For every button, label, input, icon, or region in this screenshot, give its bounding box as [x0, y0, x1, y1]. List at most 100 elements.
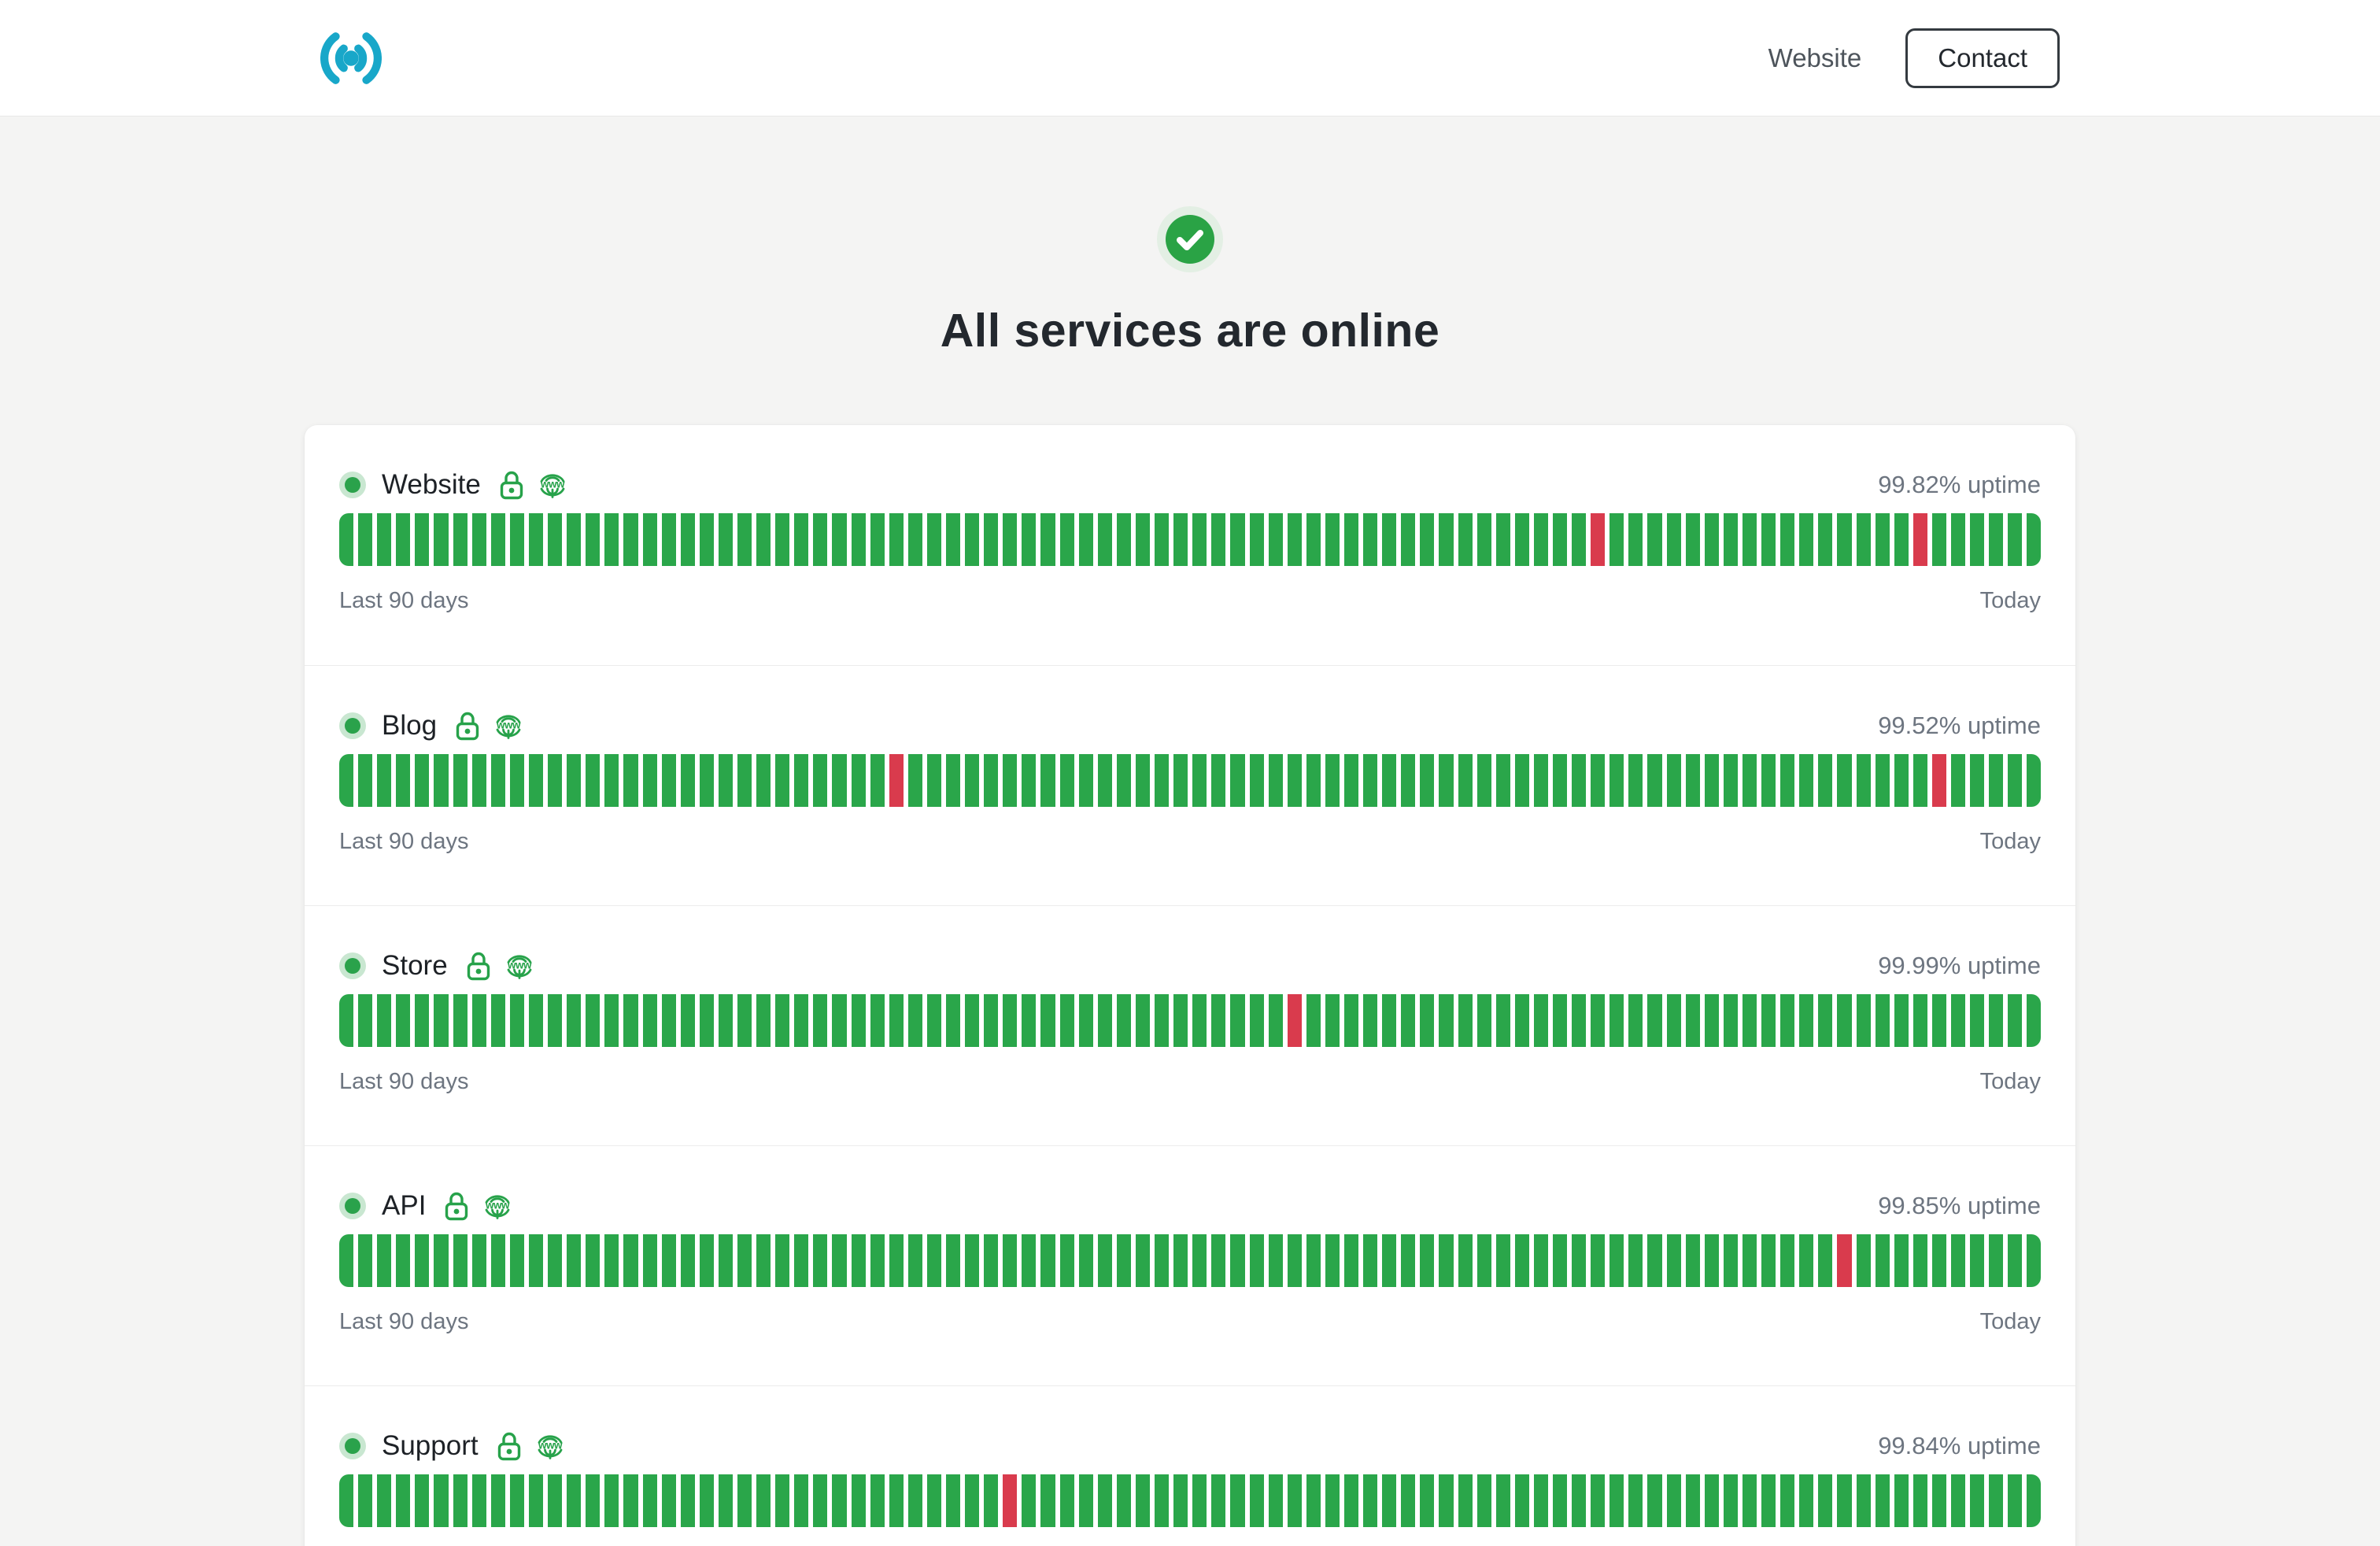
day-segment — [1401, 754, 1416, 807]
day-segment — [358, 754, 373, 807]
day-segment — [1723, 754, 1738, 807]
day-segment — [889, 513, 904, 566]
day-segment — [567, 994, 582, 1047]
day-segment — [1913, 1234, 1927, 1287]
day-segment — [1685, 994, 1700, 1047]
day-segment — [1931, 1474, 1946, 1527]
day-segment — [946, 1234, 961, 1287]
day-segment — [1742, 513, 1757, 566]
day-segment — [1856, 754, 1871, 807]
day-segment — [1780, 1474, 1795, 1527]
day-segment — [490, 1234, 505, 1287]
day-segment — [339, 513, 354, 566]
day-segment — [1723, 513, 1738, 566]
day-segment — [1343, 1474, 1359, 1527]
day-segment — [1173, 513, 1188, 566]
day-segment — [1022, 754, 1037, 807]
day-segment — [1913, 754, 1927, 807]
day-segment — [699, 754, 714, 807]
uptime-value: 99.84% uptime — [1878, 1432, 2041, 1459]
day-segment — [1116, 754, 1131, 807]
day-segment — [1439, 1234, 1454, 1287]
day-segment — [889, 1234, 904, 1287]
day-segment — [984, 1474, 999, 1527]
day-segment — [509, 1234, 524, 1287]
day-segment — [756, 1234, 771, 1287]
day-segment — [1950, 513, 1966, 566]
day-segment — [1761, 513, 1776, 566]
day-segment — [586, 513, 601, 566]
day-segment — [926, 1234, 941, 1287]
day-segment — [1742, 1474, 1757, 1527]
day-segment — [1704, 513, 1719, 566]
day-segment — [1192, 994, 1207, 1047]
day-segment — [661, 513, 676, 566]
day-segment — [1685, 1474, 1700, 1527]
day-segment — [946, 513, 961, 566]
day-segment — [756, 754, 771, 807]
day-segment — [965, 1234, 980, 1287]
day-segment — [2027, 1234, 2042, 1287]
day-segment — [1723, 1474, 1738, 1527]
day-segment — [1894, 754, 1909, 807]
day-segment — [623, 513, 638, 566]
day-segment — [1591, 513, 1606, 566]
day-segment — [1704, 1234, 1719, 1287]
day-segment — [1135, 754, 1151, 807]
day-segment — [1363, 1474, 1378, 1527]
bar-label-start: Last 90 days — [339, 1069, 469, 1094]
day-segment — [889, 1474, 904, 1527]
day-segment — [1931, 513, 1946, 566]
day-segment — [813, 1474, 828, 1527]
bar-labels: Last 90 days Today — [339, 1069, 2041, 1095]
status-dot-core — [345, 1438, 360, 1454]
day-segment — [1875, 994, 1890, 1047]
day-segment — [1097, 1474, 1112, 1527]
day-segment — [1780, 1234, 1795, 1287]
day-segment — [1363, 994, 1378, 1047]
day-segment — [1343, 1234, 1359, 1287]
day-segment — [1609, 1234, 1624, 1287]
day-segment — [339, 994, 354, 1047]
day-segment — [453, 994, 468, 1047]
day-segment — [2008, 994, 2023, 1047]
day-segment — [851, 994, 866, 1047]
day-segment — [1989, 1234, 2004, 1287]
contact-button[interactable]: Contact — [1905, 28, 2060, 88]
day-segment — [1003, 1234, 1018, 1287]
day-segment — [1420, 754, 1435, 807]
nav-links: Website Contact — [1768, 28, 2060, 88]
broadcast-logo-icon[interactable] — [320, 28, 382, 89]
day-segment — [889, 994, 904, 1047]
day-segment — [965, 754, 980, 807]
day-segment — [1155, 994, 1170, 1047]
day-segment — [1078, 1234, 1093, 1287]
day-segment — [567, 1474, 582, 1527]
day-segment — [1666, 994, 1681, 1047]
day-segment — [1022, 1234, 1037, 1287]
day-segment — [737, 513, 752, 566]
day-segment — [358, 1234, 373, 1287]
nav-link-website[interactable]: Website — [1768, 43, 1862, 72]
day-segment — [1040, 994, 1055, 1047]
day-segment — [434, 513, 449, 566]
day-segment — [434, 754, 449, 807]
day-segment — [794, 1234, 809, 1287]
day-segment — [1704, 754, 1719, 807]
day-segment — [2027, 1474, 2042, 1527]
day-segment — [490, 754, 505, 807]
day-segment — [1476, 513, 1491, 566]
day-segment — [490, 1474, 505, 1527]
day-segment — [1476, 994, 1491, 1047]
day-segment — [358, 994, 373, 1047]
day-segment — [1476, 1474, 1491, 1527]
day-segment — [926, 1474, 941, 1527]
day-segment — [1040, 513, 1055, 566]
lock-icon — [500, 471, 523, 500]
day-segment — [1325, 994, 1340, 1047]
day-segment — [1666, 1474, 1681, 1527]
day-segment — [1742, 754, 1757, 807]
day-segment — [528, 513, 544, 566]
day-segment — [377, 1474, 392, 1527]
service-row-header: Blog www 99.52% uptime — [339, 710, 2041, 742]
